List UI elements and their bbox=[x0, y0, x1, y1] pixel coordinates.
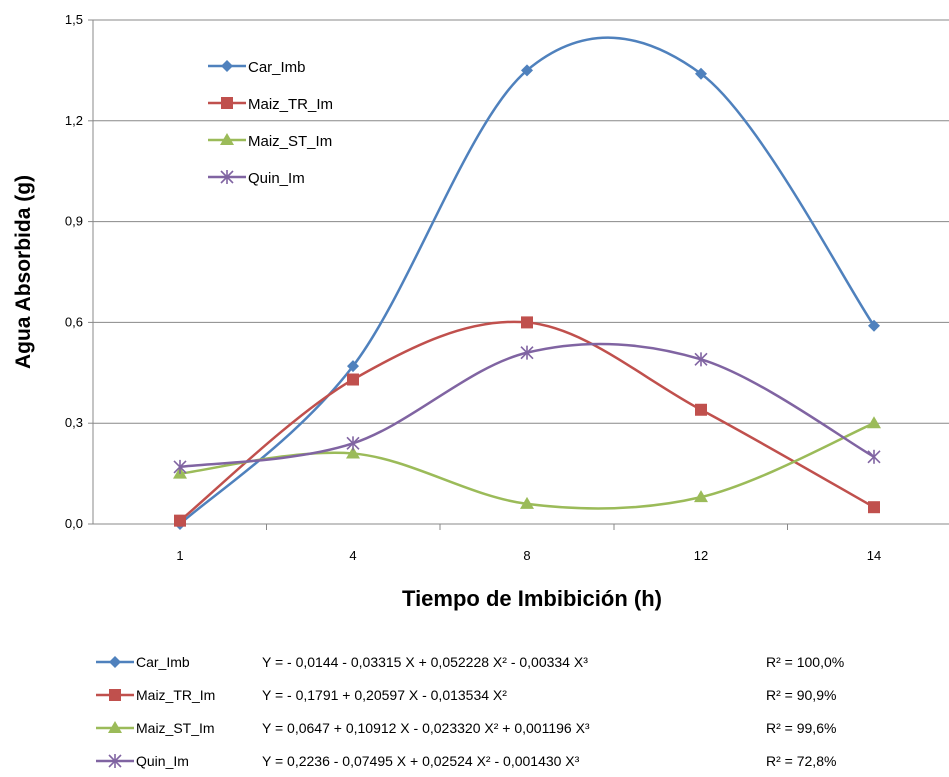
equation-text: Y = - 0,1791 + 0,20597 X - 0,013534 X² bbox=[262, 687, 507, 703]
legend-marker bbox=[221, 97, 233, 109]
equation-series-name: Quin_Im bbox=[136, 753, 189, 769]
equation-r2: R² = 72,8% bbox=[766, 753, 836, 769]
data-point bbox=[347, 373, 359, 386]
legend-item: Maiz_TR_Im bbox=[208, 96, 333, 113]
y-tick-label: 0,6 bbox=[65, 314, 83, 329]
equation-row: Maiz_TR_Im Y = - 0,1791 + 0,20597 X - 0,0… bbox=[96, 687, 836, 703]
y-tick-label: 1,5 bbox=[65, 12, 83, 27]
legend-item: Maiz_ST_Im bbox=[208, 133, 332, 150]
axes bbox=[88, 19, 949, 530]
x-tick-label: 4 bbox=[349, 548, 356, 563]
equation-text: Y = 0,0647 + 0,10912 X - 0,023320 X² + 0… bbox=[262, 720, 590, 736]
legend-marker bbox=[220, 133, 234, 145]
equation-marker bbox=[108, 754, 122, 768]
series-line bbox=[179, 422, 875, 510]
data-point bbox=[868, 501, 880, 514]
equation-r2: R² = 90,9% bbox=[766, 687, 836, 703]
x-tick-label: 1 bbox=[176, 548, 183, 563]
x-tick-label: 12 bbox=[694, 548, 708, 563]
equation-text: Y = 0,2236 - 0,07495 X + 0,02524 X² - 0,… bbox=[262, 753, 580, 769]
data-point bbox=[695, 403, 707, 416]
data-point bbox=[520, 496, 534, 509]
y-tick-labels: 0,0 0,3 0,6 0,9 1,2 1,5 bbox=[65, 12, 83, 531]
series-Maiz_TR_Im bbox=[174, 316, 880, 527]
legend-item: Car_Imb bbox=[208, 59, 306, 76]
equation-row: Car_Imb Y = - 0,0144 - 0,03315 X + 0,0522… bbox=[96, 654, 844, 670]
y-tick-label: 1,2 bbox=[65, 113, 83, 128]
equation-series-name: Maiz_TR_Im bbox=[136, 687, 215, 703]
series-Maiz_ST_Im bbox=[173, 416, 881, 510]
data-point bbox=[694, 490, 708, 503]
equation-marker bbox=[108, 721, 122, 733]
legend-marker bbox=[220, 170, 234, 184]
data-point bbox=[867, 416, 881, 429]
data-point bbox=[695, 67, 707, 80]
legend-item: Quin_Im bbox=[208, 170, 305, 187]
equation-marker bbox=[109, 689, 121, 701]
x-tick-labels: 1 4 8 12 14 bbox=[176, 548, 881, 563]
equation-row: Maiz_ST_Im Y = 0,0647 + 0,10912 X - 0,023… bbox=[96, 720, 836, 736]
x-tick-label: 8 bbox=[523, 548, 530, 563]
equation-r2: R² = 99,6% bbox=[766, 720, 836, 736]
data-point bbox=[521, 64, 533, 77]
legend-label: Maiz_ST_Im bbox=[248, 133, 332, 150]
y-tick-label: 0,9 bbox=[65, 214, 83, 229]
data-point bbox=[173, 459, 187, 474]
equation-row: Quin_Im Y = 0,2236 - 0,07495 X + 0,02524 … bbox=[96, 753, 836, 769]
legend-label: Car_Imb bbox=[248, 59, 306, 76]
equation-series-name: Maiz_ST_Im bbox=[136, 720, 215, 736]
data-point bbox=[521, 316, 533, 329]
legend-label: Maiz_TR_Im bbox=[248, 96, 333, 113]
equation-series-name: Car_Imb bbox=[136, 654, 190, 670]
x-tick-label: 14 bbox=[867, 548, 881, 563]
data-point bbox=[347, 360, 359, 373]
data-point bbox=[174, 514, 186, 527]
y-tick-label: 0,0 bbox=[65, 516, 83, 531]
y-axis-title: Agua Absorbida (g) bbox=[12, 175, 35, 369]
equation-table: Car_Imb Y = - 0,0144 - 0,03315 X + 0,0522… bbox=[96, 654, 844, 769]
legend-marker bbox=[221, 60, 233, 72]
series-Quin_Im bbox=[173, 342, 881, 474]
data-point bbox=[868, 319, 880, 332]
data-point bbox=[346, 436, 360, 451]
data-point bbox=[520, 345, 534, 360]
legend-label: Quin_Im bbox=[248, 170, 305, 187]
legend: Car_Imb Maiz_TR_Im Maiz_ST_Im Quin_Im bbox=[208, 59, 333, 187]
series-lines bbox=[173, 36, 881, 530]
equation-r2: R² = 100,0% bbox=[766, 654, 844, 670]
equation-text: Y = - 0,0144 - 0,03315 X + 0,052228 X² -… bbox=[262, 654, 588, 670]
grid bbox=[93, 19, 949, 424]
equation-marker bbox=[109, 656, 121, 668]
x-axis-title: Tiempo de Imbibición (h) bbox=[402, 586, 662, 611]
data-point bbox=[867, 449, 881, 464]
data-point bbox=[346, 446, 360, 459]
data-point bbox=[694, 352, 708, 367]
y-tick-label: 0,3 bbox=[65, 415, 83, 430]
